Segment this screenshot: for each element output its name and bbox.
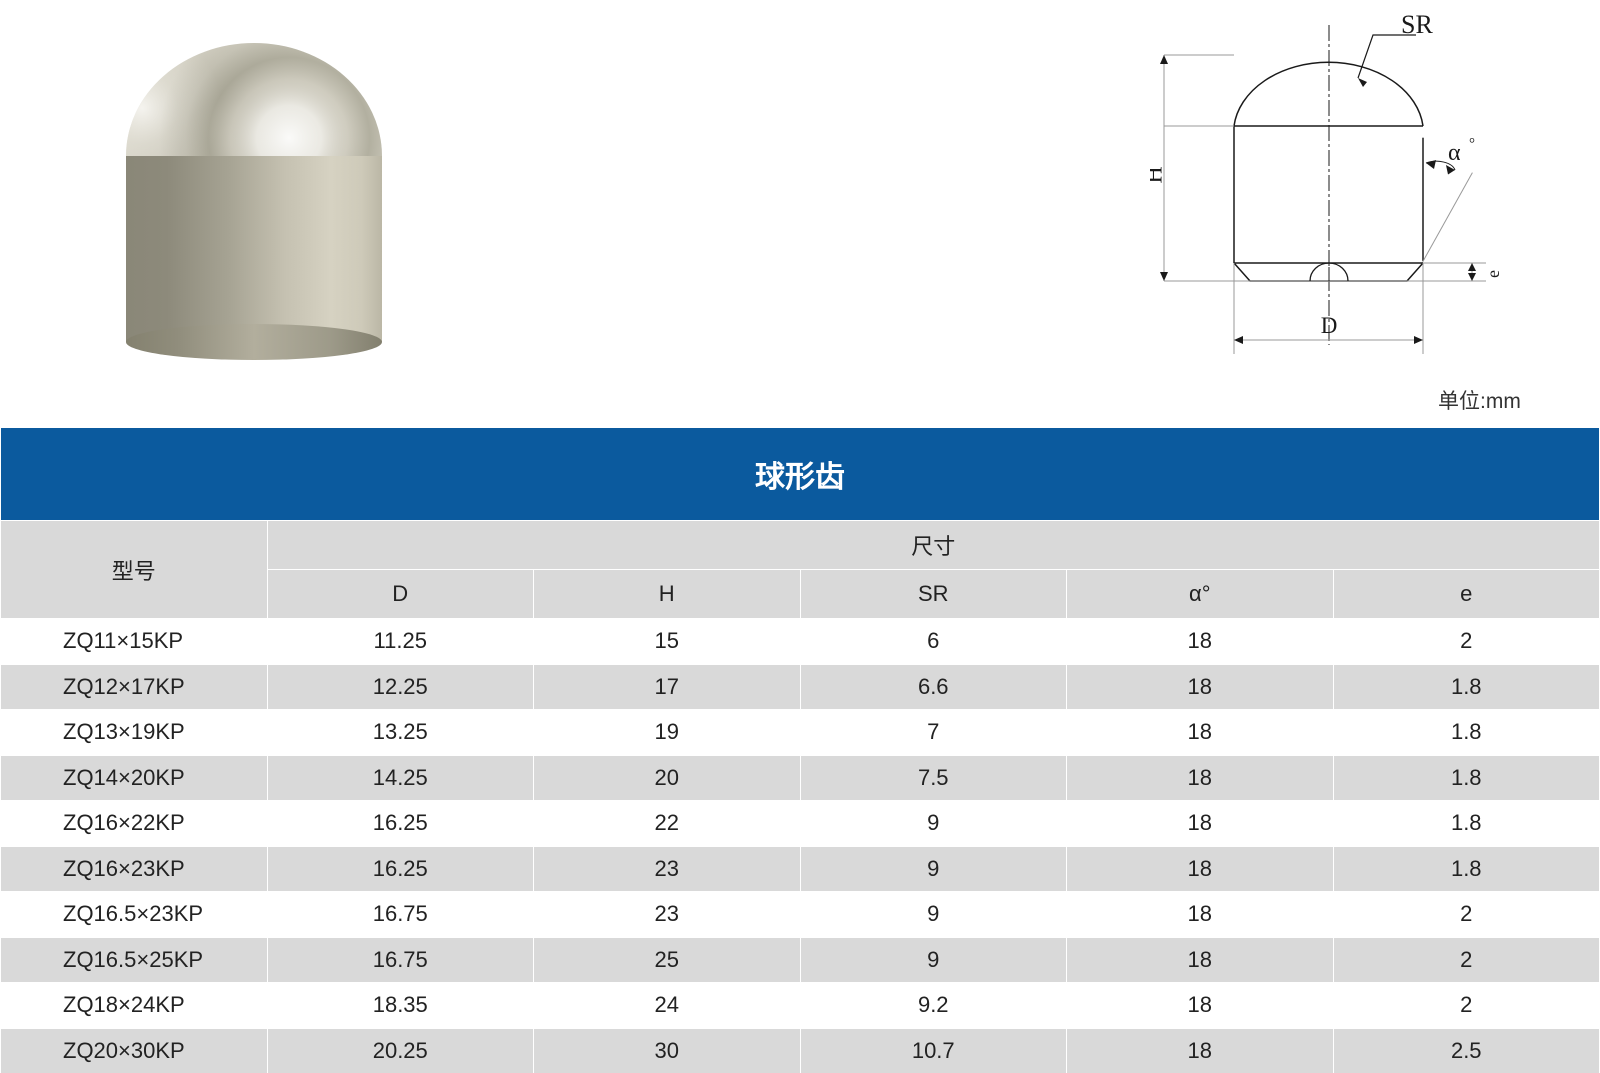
svg-text:H: H — [1150, 166, 1168, 183]
svg-text:SR: SR — [1401, 10, 1433, 39]
svg-text:D: D — [1321, 313, 1338, 338]
svg-text:°: ° — [1469, 136, 1475, 152]
svg-text:e: e — [1483, 270, 1503, 278]
svg-text:α: α — [1448, 140, 1461, 166]
